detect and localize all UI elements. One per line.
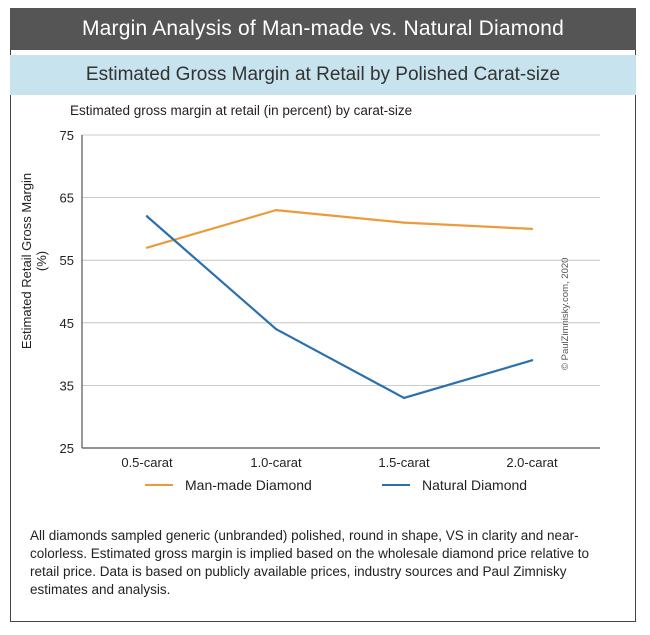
x-tick-0.5-carat: 0.5-carat <box>121 455 173 470</box>
data-point-man-made-2 <box>402 221 406 224</box>
legend-label-man-made: Man-made Diamond <box>185 477 312 493</box>
y-tick-35: 35 <box>60 378 74 393</box>
y-tick-25: 25 <box>60 441 74 456</box>
legend-item-man-made: Man-made Diamond <box>145 477 312 493</box>
legend-swatch-natural <box>382 484 410 486</box>
series-line-natural <box>146 215 533 400</box>
data-point-natural-0 <box>145 215 149 218</box>
data-point-man-made-1 <box>274 208 278 212</box>
x-tick-labels: 0.5-carat 1.0-carat 1.5-carat 2.0-carat <box>121 455 558 470</box>
main-title: Margin Analysis of Man-made vs. Natural … <box>10 8 636 50</box>
data-point-natural-2 <box>402 396 406 400</box>
y-tick-labels: 25 35 45 55 65 75 <box>60 128 74 456</box>
series-lines <box>145 208 534 400</box>
y-tick-45: 45 <box>60 316 74 331</box>
footnote: All diamonds sampled generic (unbranded)… <box>30 528 590 597</box>
data-point-man-made-0 <box>145 246 149 249</box>
legend-label-natural: Natural Diamond <box>422 477 528 493</box>
grid-lines <box>81 134 600 449</box>
legend-item-natural: Natural Diamond <box>382 477 527 493</box>
x-tick-1.0-carat: 1.0-carat <box>250 455 302 470</box>
data-point-man-made-3 <box>530 227 534 231</box>
chart-title: Estimated gross margin at retail (in per… <box>70 103 413 118</box>
data-point-natural-1 <box>274 327 278 331</box>
chart-panel: Margin Analysis of Man-made vs. Natural … <box>10 8 636 622</box>
series-line-man-made <box>146 209 533 249</box>
y-tick-55: 55 <box>60 253 74 268</box>
chart-frame <box>10 8 636 622</box>
legend-swatch-man-made <box>145 484 173 486</box>
x-tick-1.5-carat: 1.5-carat <box>378 455 430 470</box>
subtitle: Estimated Gross Margin at Retail by Poli… <box>10 55 636 95</box>
x-tick-2.0-carat: 2.0-carat <box>506 455 558 470</box>
y-tick-65: 65 <box>60 191 74 206</box>
data-point-natural-3 <box>530 359 534 362</box>
y-tick-75: 75 <box>60 128 74 143</box>
